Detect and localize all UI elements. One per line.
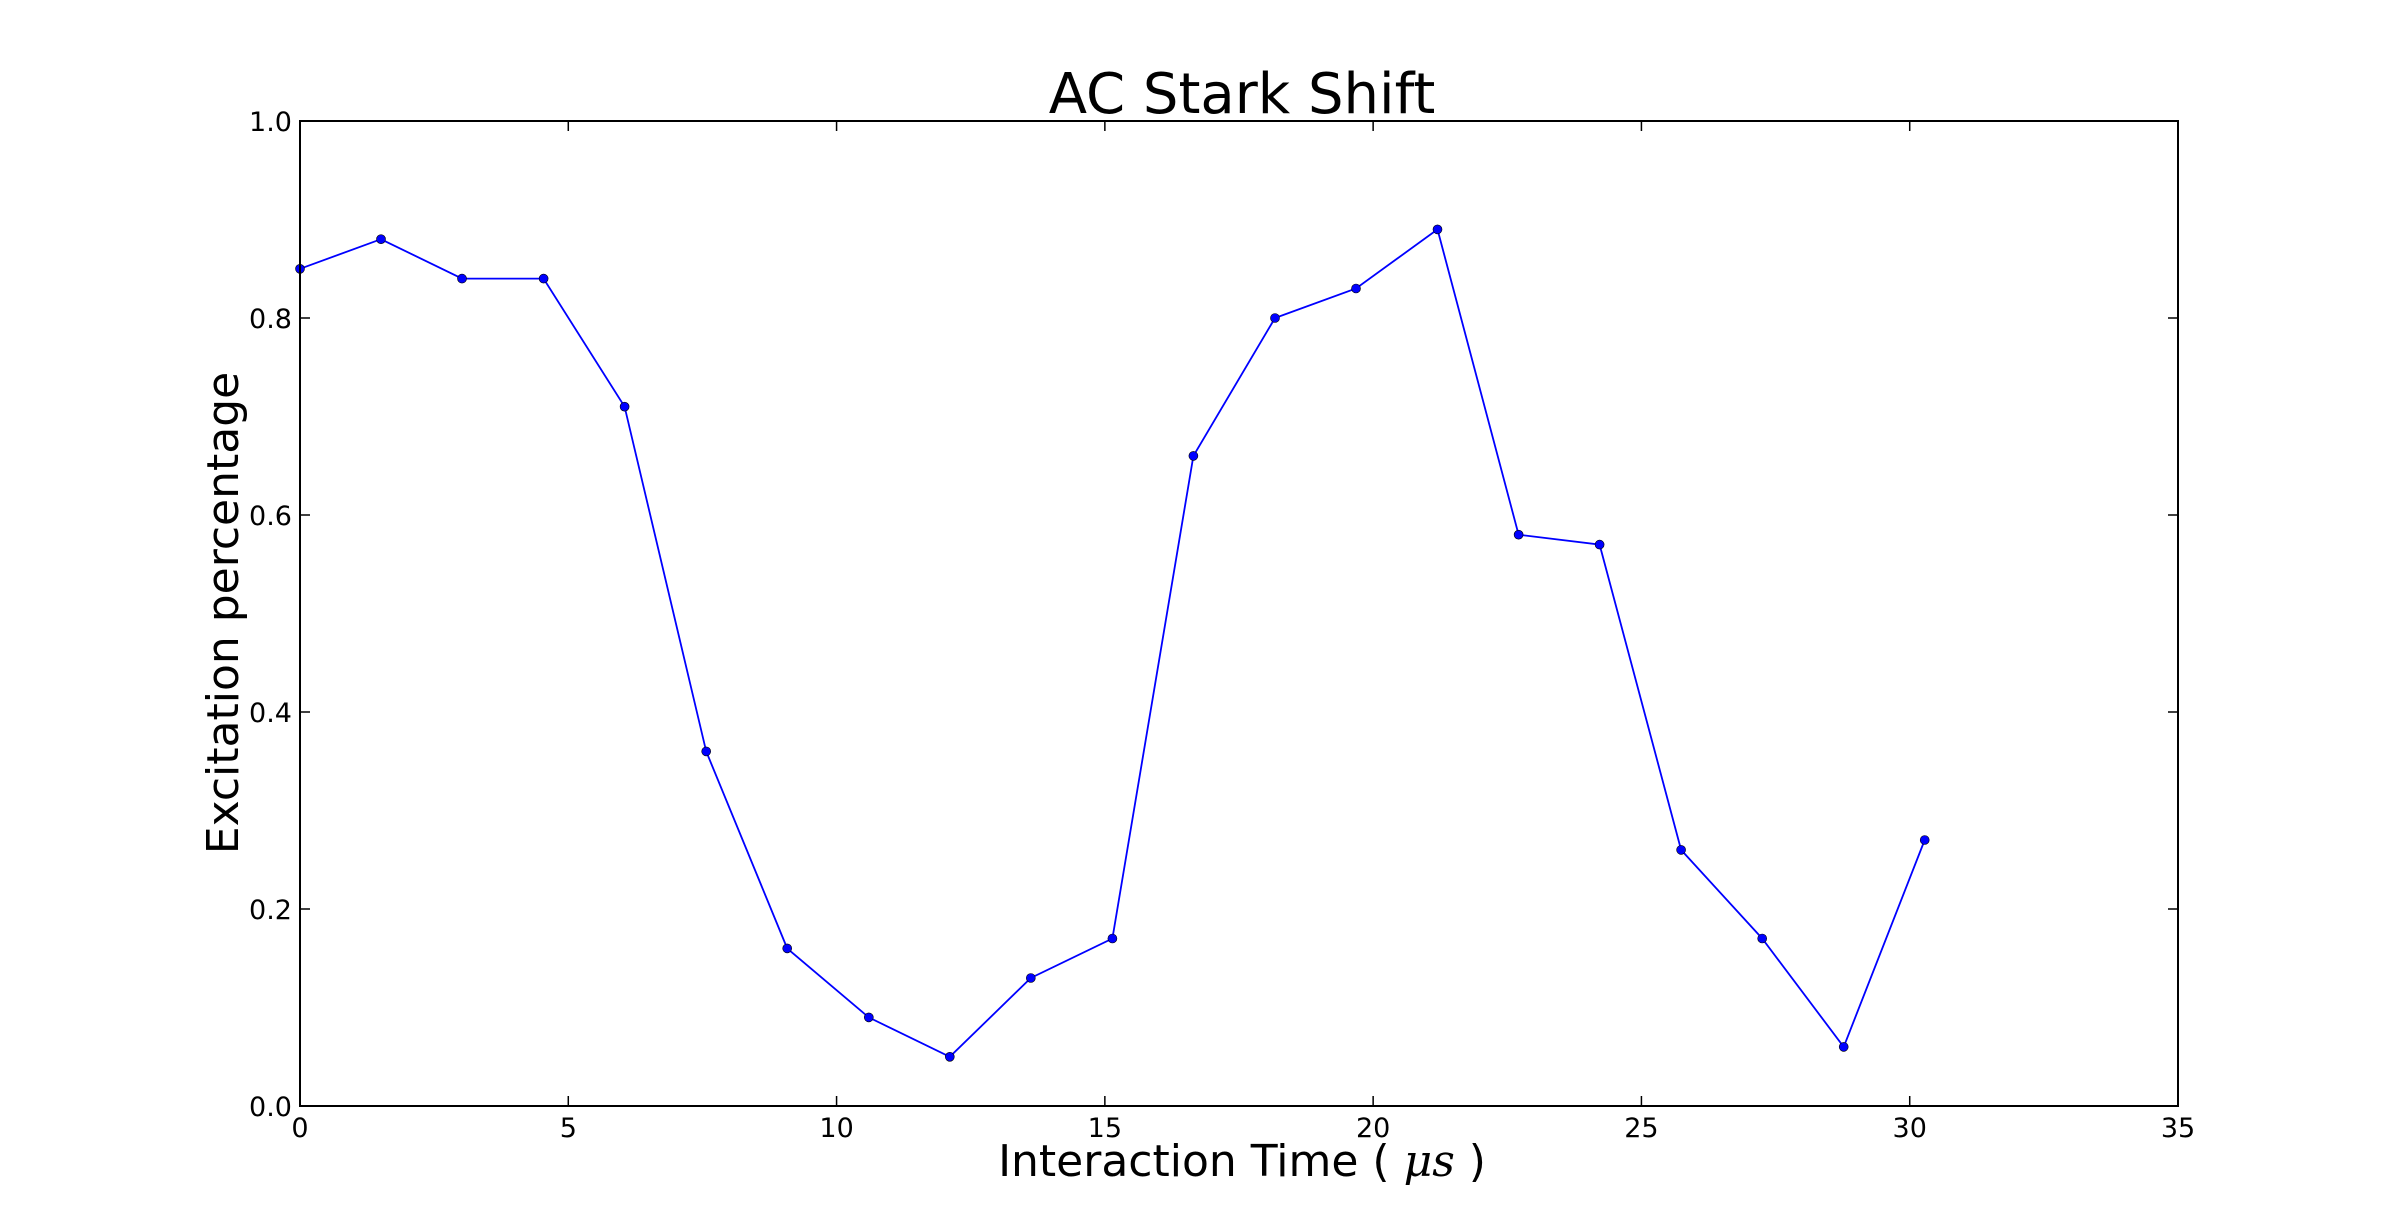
x-tick-label: 35 bbox=[2161, 1113, 2195, 1144]
data-point bbox=[1351, 283, 1361, 294]
data-point bbox=[1026, 973, 1036, 983]
data-point bbox=[1919, 835, 1930, 845]
x-tick-label: 30 bbox=[1893, 1113, 1927, 1144]
x-axis-ticks: 0 5 10 15 20 25 30 35 bbox=[291, 121, 2195, 1144]
data-point bbox=[619, 401, 630, 412]
y-tick-label: 0.0 bbox=[249, 1092, 292, 1123]
data-point bbox=[701, 746, 712, 757]
data-point bbox=[944, 1052, 955, 1062]
data-point bbox=[1757, 933, 1767, 944]
data-point bbox=[1270, 313, 1280, 323]
y-tick-label: 1.0 bbox=[249, 107, 292, 138]
plot-area bbox=[295, 224, 1930, 1062]
y-tick-label: 0.6 bbox=[249, 501, 292, 532]
data-point bbox=[1594, 539, 1605, 550]
y-tick-label: 0.8 bbox=[249, 304, 292, 335]
x-tick-label: 10 bbox=[819, 1113, 853, 1144]
x-axis-label-unit: μs bbox=[1404, 1136, 1455, 1187]
data-point bbox=[538, 273, 549, 284]
x-tick-label: 5 bbox=[560, 1113, 577, 1144]
axes-frame bbox=[299, 120, 2179, 1107]
x-tick-label: 15 bbox=[1088, 1113, 1122, 1144]
x-tick-label: 0 bbox=[291, 1113, 308, 1144]
data-point bbox=[1676, 845, 1686, 855]
y-tick-label: 0.2 bbox=[249, 895, 292, 926]
data-point bbox=[1107, 933, 1118, 944]
data-point bbox=[1188, 451, 1199, 461]
data-point bbox=[1513, 529, 1524, 540]
chart-title: AC Stark Shift bbox=[1049, 62, 1436, 127]
x-axis-label-prefix: Interaction Time ( bbox=[998, 1136, 1404, 1187]
x-axis-label: Interaction Time ( μs ) bbox=[998, 1136, 1486, 1187]
x-tick-label: 20 bbox=[1356, 1113, 1390, 1144]
y-axis-ticks: 0.0 0.2 0.4 0.6 0.8 1.0 bbox=[249, 107, 2178, 1123]
y-axis-label: Excitation percentage bbox=[198, 372, 249, 854]
x-axis-label-suffix: ) bbox=[1455, 1136, 1486, 1187]
x-tick-label: 25 bbox=[1624, 1113, 1658, 1144]
data-point bbox=[457, 273, 467, 284]
data-point bbox=[863, 1012, 874, 1023]
data-point bbox=[782, 943, 793, 954]
data-point bbox=[376, 234, 386, 244]
data-point bbox=[1432, 224, 1443, 235]
y-tick-label: 0.4 bbox=[249, 698, 292, 729]
data-point bbox=[1838, 1042, 1849, 1052]
